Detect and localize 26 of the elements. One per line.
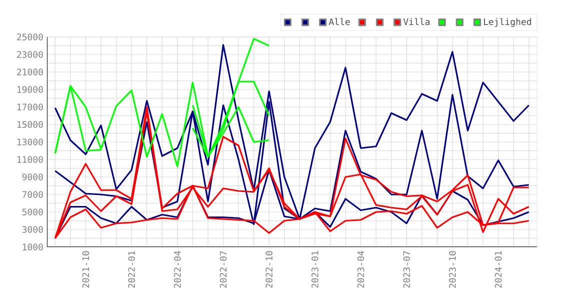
y-tick-label: 13000	[17, 138, 43, 146]
x-tick-label: 2022-04	[174, 250, 181, 288]
y-tick-label: 5000	[22, 208, 43, 216]
y-tick-label: 7000	[22, 191, 43, 198]
y-tick-label: 19000	[17, 86, 43, 93]
y-tick-label: 25000	[17, 34, 43, 40]
y-tick-label: 23000	[17, 51, 43, 58]
x-tick-label: 2023-04	[357, 250, 364, 288]
x-tick-label: 2022-01	[128, 251, 135, 288]
y-tick-label: 1000	[22, 244, 43, 250]
x-tick-label: 2022-07	[220, 251, 227, 288]
legend-label: Villa	[403, 18, 430, 26]
x-tick-label: 2024-01	[494, 251, 502, 288]
legend-label: Lejlighed	[484, 18, 531, 27]
y-tick-label: 11000	[17, 156, 43, 163]
x-tick-label: 2023-10	[449, 251, 456, 288]
x-tick-label: 2022-10	[266, 251, 272, 288]
y-tick-label: 15000	[17, 121, 43, 128]
x-tick-label: 2021-10	[82, 251, 90, 288]
y-tick-label: 3000	[22, 226, 43, 233]
x-tick-label: 2023-01	[312, 251, 318, 288]
x-tick-label: 2023-07	[403, 251, 410, 288]
y-tick-label: 9000	[22, 174, 43, 180]
y-tick-label: 17000	[17, 104, 43, 110]
y-tick-label: 21000	[17, 68, 43, 76]
legend-label: Alle	[328, 18, 350, 26]
